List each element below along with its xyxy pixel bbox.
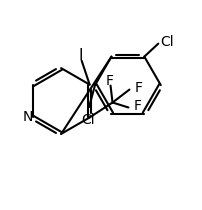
Text: Cl: Cl xyxy=(81,113,95,127)
Text: F: F xyxy=(106,74,114,88)
Text: F: F xyxy=(134,100,141,113)
Text: I: I xyxy=(78,48,83,63)
Text: F: F xyxy=(135,81,142,94)
Text: N: N xyxy=(23,110,34,125)
Text: Cl: Cl xyxy=(161,35,174,49)
